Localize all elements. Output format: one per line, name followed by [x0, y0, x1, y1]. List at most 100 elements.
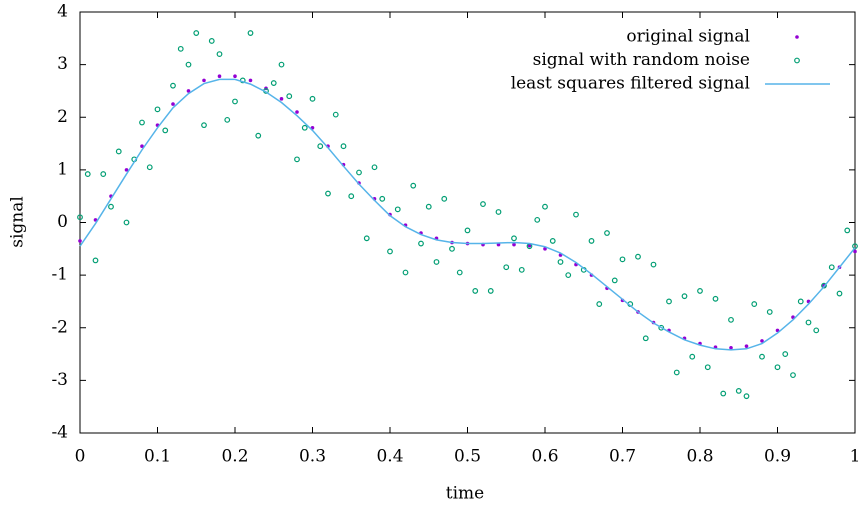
data-point: [201, 122, 207, 129]
data-point: [294, 156, 300, 163]
x-axis-label: time: [446, 484, 484, 504]
data-point: [363, 235, 370, 242]
data-point: [797, 298, 804, 305]
data-point: [146, 164, 153, 171]
data-point: [286, 93, 293, 100]
data-point: [217, 74, 222, 79]
data-point: [108, 203, 114, 210]
data-point: [77, 214, 83, 221]
data-point: [720, 390, 727, 397]
data-point: [441, 195, 448, 202]
data-point: [549, 238, 556, 244]
y-tick-label: 3: [57, 54, 68, 74]
data-point: [317, 143, 324, 150]
y-tick-label: 0: [57, 212, 68, 232]
data-point: [527, 243, 532, 248]
data-point: [681, 293, 688, 300]
data-point: [433, 259, 440, 265]
data-point: [557, 259, 564, 265]
x-tick-label: 0.7: [609, 447, 636, 467]
data-point: [611, 277, 618, 284]
data-point: [379, 195, 386, 202]
y-tick-label: 2: [57, 107, 68, 127]
data-point: [836, 290, 843, 297]
data-point: [666, 298, 672, 305]
data-point: [139, 119, 145, 126]
data-point: [255, 132, 262, 139]
data-point: [332, 111, 339, 118]
data-point: [821, 282, 827, 289]
data-point: [248, 78, 253, 83]
data-point: [828, 264, 835, 271]
data-point: [619, 256, 626, 263]
data-point: [162, 127, 169, 134]
data-point: [78, 239, 82, 243]
data-point: [542, 203, 548, 210]
legend-swatch: [795, 35, 799, 39]
data-point: [487, 288, 494, 294]
data-point: [844, 227, 851, 234]
data-point: [278, 61, 285, 68]
data-point: [480, 201, 486, 207]
data-point: [735, 388, 742, 394]
data-point: [92, 257, 99, 264]
x-tick-label: 0.4: [376, 447, 403, 467]
data-point: [232, 98, 238, 105]
data-point: [635, 253, 641, 260]
data-point: [410, 182, 417, 189]
data-point: [596, 301, 603, 307]
data-point: [456, 269, 463, 276]
data-point: [309, 95, 316, 102]
data-point: [216, 51, 223, 57]
data-point: [185, 61, 192, 68]
legend-label: original signal: [626, 27, 750, 47]
data-point: [301, 124, 308, 131]
data-point: [650, 261, 657, 268]
data-point: [782, 351, 789, 357]
data-point: [348, 193, 355, 200]
data-point: [729, 345, 733, 350]
data-point: [534, 216, 541, 223]
legend-swatch: [794, 57, 800, 64]
data-point: [170, 82, 176, 89]
data-point: [704, 364, 711, 371]
data-point: [418, 240, 424, 247]
data-point: [208, 38, 215, 44]
x-tick-label: 0.5: [454, 447, 481, 467]
x-tick-label: 0.6: [531, 447, 558, 467]
data-point: [464, 227, 471, 234]
data-point: [387, 248, 393, 255]
data-point: [604, 230, 610, 236]
data-point: [171, 102, 175, 106]
x-tick-label: 1: [850, 447, 861, 467]
data-point: [697, 288, 703, 294]
data-point: [325, 190, 331, 197]
data-point: [511, 235, 517, 242]
data-point: [247, 30, 254, 36]
data-point: [356, 169, 362, 176]
data-point: [751, 301, 758, 307]
data-point: [512, 242, 516, 247]
x-tick-label: 0.8: [686, 447, 713, 467]
data-point: [340, 143, 347, 150]
data-point: [760, 339, 764, 343]
data-point: [371, 164, 378, 171]
data-point: [642, 335, 649, 342]
x-tick-label: 0.2: [221, 447, 248, 467]
data-point: [84, 171, 91, 177]
data-point: [588, 238, 595, 244]
data-point: [673, 369, 680, 376]
x-tick-label: 0.3: [299, 447, 326, 467]
data-point: [712, 295, 719, 302]
y-tick-label: -3: [51, 370, 68, 390]
data-point: [115, 148, 122, 155]
data-point: [233, 74, 237, 79]
data-point: [186, 89, 191, 93]
legend-label: least squares filtered signal: [511, 74, 750, 94]
data-point: [402, 269, 409, 276]
data-point: [495, 209, 502, 215]
data-point: [503, 264, 510, 271]
y-axis-label: signal: [8, 196, 28, 248]
data-point: [766, 309, 773, 315]
